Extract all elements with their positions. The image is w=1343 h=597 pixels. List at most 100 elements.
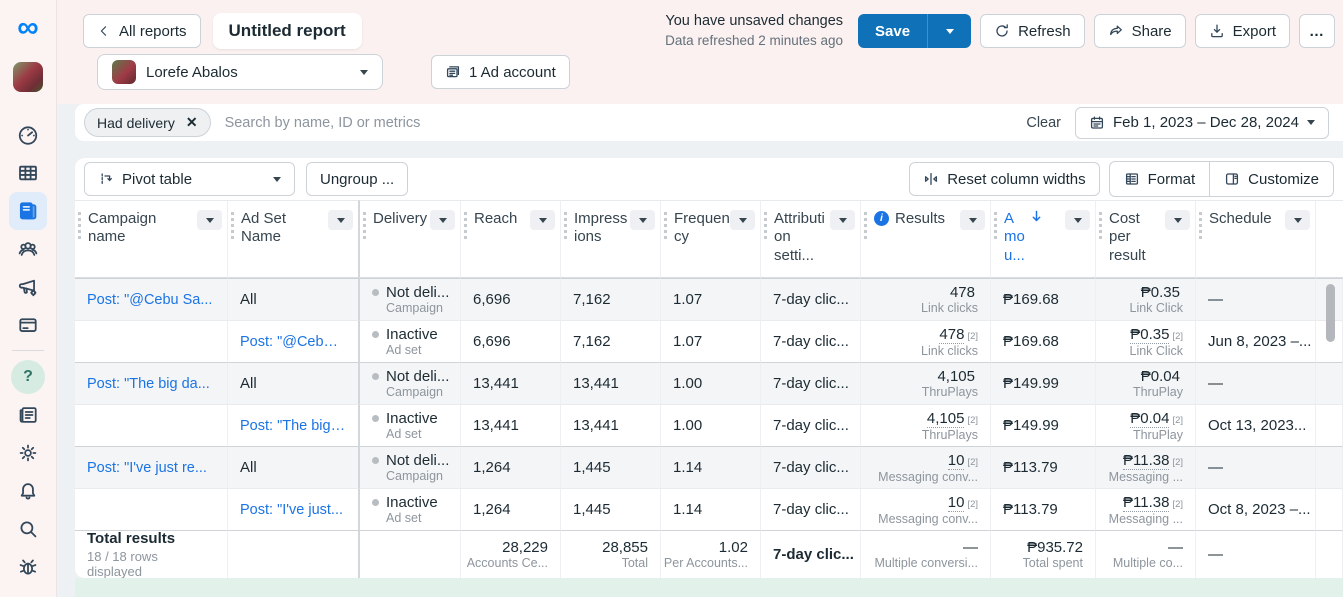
column-menu-button[interactable] (730, 210, 755, 230)
search-input[interactable] (224, 114, 1017, 131)
delivery-status-dot (372, 289, 379, 296)
bug-icon (19, 559, 37, 575)
campaign-link[interactable]: Post: "@Cebu Sa... (87, 291, 213, 308)
sidebar-item-updates[interactable] (9, 396, 47, 434)
table-grid-icon (19, 165, 37, 181)
delivery-status-dot (372, 373, 379, 380)
column-resize-handle[interactable] (1099, 212, 1102, 239)
format-icon (1125, 173, 1138, 185)
column-menu-button[interactable] (630, 210, 655, 230)
schedule-cell: — (1196, 362, 1316, 404)
sidebar-item-search[interactable] (9, 510, 47, 548)
attribution-cell: 7-day clic... (761, 362, 861, 404)
report-title-tab[interactable]: Untitled report (212, 13, 362, 49)
date-range-button[interactable]: Feb 1, 2023 – Dec 28, 2024 (1075, 106, 1329, 139)
column-resize-handle[interactable] (464, 212, 467, 239)
column-menu-button[interactable] (1165, 210, 1190, 230)
ungroup-button[interactable]: Ungroup ... (306, 162, 409, 196)
campaign-link[interactable]: Post: "The big da... (87, 375, 210, 392)
chevron-down-icon (738, 217, 747, 223)
sidebar-item-help[interactable]: ? (9, 358, 47, 396)
save-dropdown-button[interactable] (927, 14, 972, 48)
filter-chip-had-delivery[interactable]: Had delivery ✕ (84, 108, 211, 137)
adset-link[interactable]: Post: "I've just... (240, 501, 344, 518)
amount-spent-cell: ₱169.68 (991, 320, 1096, 362)
clear-filters-link[interactable]: Clear (1026, 114, 1062, 131)
info-icon[interactable]: i (874, 211, 889, 226)
column-menu-button[interactable] (328, 210, 353, 230)
column-resize-handle[interactable] (1199, 212, 1202, 239)
sidebar-nav: ? (9, 116, 47, 586)
sidebar-item-audiences[interactable] (9, 230, 47, 268)
format-button[interactable]: Format (1110, 162, 1210, 196)
column-header-reach: Reach (461, 200, 561, 278)
export-button[interactable]: Export (1194, 14, 1290, 48)
column-resize-handle[interactable] (363, 212, 366, 239)
share-button[interactable]: Share (1093, 14, 1186, 48)
schedule-total-cell: — (1196, 530, 1316, 578)
unsaved-changes-text: You have unsaved changes (665, 13, 844, 30)
column-resize-handle[interactable] (864, 212, 867, 239)
sidebar-divider (12, 350, 44, 351)
column-resize-handle[interactable] (994, 212, 997, 239)
impressions-cell: 1,445 (561, 446, 661, 488)
cost-per-result-cell: ₱11.38 [2] Messaging ... (1096, 488, 1196, 530)
sidebar-item-dashboard[interactable] (9, 116, 47, 154)
sort-descending-icon[interactable] (1031, 210, 1042, 223)
campaign-cell (75, 320, 228, 362)
refresh-label: Refresh (1018, 22, 1071, 40)
reach-total-cell: 28,229 Accounts Ce... (461, 530, 561, 578)
close-icon[interactable]: ✕ (185, 114, 198, 130)
column-menu-button[interactable] (1285, 210, 1310, 230)
column-resize-handle[interactable] (564, 212, 567, 239)
column-menu-button[interactable] (197, 210, 222, 230)
sidebar-item-billing[interactable] (9, 306, 47, 344)
save-button[interactable]: Save (858, 14, 928, 48)
chevron-down-icon (438, 217, 447, 223)
profile-avatar[interactable] (13, 62, 43, 92)
more-button[interactable]: … (1299, 14, 1335, 48)
column-menu-button[interactable] (530, 210, 555, 230)
column-menu-button[interactable] (1065, 210, 1090, 230)
chevron-down-icon (205, 217, 214, 223)
customize-button[interactable]: Customize (1209, 162, 1333, 196)
column-header-delivery: Delivery (360, 200, 461, 278)
sidebar-item-report-bug[interactable] (9, 548, 47, 586)
adset-link[interactable]: Post: "The big ... (240, 417, 346, 434)
column-header-adset: Ad Set Name (228, 200, 360, 278)
delivery-status-dot (372, 457, 379, 464)
cost-per-result-cell: ₱11.38 [2] Messaging ... (1096, 446, 1196, 488)
campaign-link[interactable]: Post: "I've just re... (87, 459, 207, 476)
sidebar-item-ads[interactable] (9, 268, 47, 306)
column-resize-handle[interactable] (231, 212, 234, 239)
delivery-cell (360, 530, 461, 578)
adset-cell: Post: "The big ... (228, 404, 360, 446)
view-mode-selector[interactable]: Pivot table (84, 162, 295, 196)
account-avatar (112, 60, 136, 84)
sidebar-item-reports[interactable] (9, 192, 47, 230)
chevron-down-icon (638, 217, 647, 223)
column-resize-handle[interactable] (664, 212, 667, 239)
column-menu-button[interactable] (960, 210, 985, 230)
column-menu-button[interactable] (830, 210, 855, 230)
vertical-scrollbar[interactable] (1326, 284, 1335, 342)
frequency-cell: 1.07 (661, 320, 761, 362)
table-toolbar: Pivot table Ungroup ... Reset column wid… (75, 158, 1343, 200)
refresh-button[interactable]: Refresh (980, 14, 1085, 48)
sidebar-item-tables[interactable] (9, 154, 47, 192)
adset-link[interactable]: Post: "@Cebu ... (240, 333, 346, 350)
account-selector[interactable]: Lorefe Abalos (97, 54, 383, 90)
all-reports-button[interactable]: All reports (83, 14, 201, 48)
date-range-label: Feb 1, 2023 – Dec 28, 2024 (1113, 114, 1299, 131)
column-resize-handle[interactable] (764, 212, 767, 239)
column-menu-button[interactable] (430, 210, 455, 230)
table-row: Post: "The big da... All Not deli... Camp… (75, 362, 1343, 404)
meta-logo[interactable]: ∞ (17, 11, 39, 44)
reset-column-widths-button[interactable]: Reset column widths (909, 162, 1100, 196)
people-icon (18, 242, 38, 256)
sidebar-item-settings[interactable] (9, 434, 47, 472)
ad-account-button[interactable]: 1 Ad account (431, 55, 570, 89)
sidebar-item-notifications[interactable] (9, 472, 47, 510)
column-resize-handle[interactable] (78, 212, 81, 239)
customize-label: Customize (1248, 170, 1319, 188)
